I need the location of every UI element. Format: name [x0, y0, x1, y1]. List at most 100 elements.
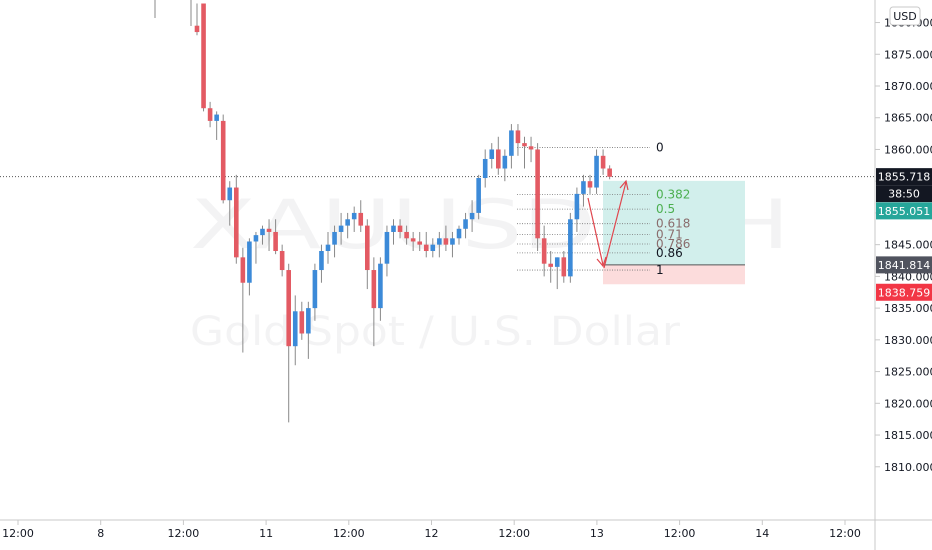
candle[interactable] — [463, 212, 468, 239]
candle[interactable] — [240, 247, 246, 353]
candle[interactable] — [194, 3, 200, 36]
candle[interactable] — [496, 136, 501, 175]
time-tick-label: 12:00 — [333, 527, 365, 540]
candle[interactable] — [201, 3, 206, 112]
candle[interactable] — [561, 251, 567, 283]
candle[interactable] — [351, 206, 357, 232]
candle[interactable] — [306, 301, 311, 359]
price-tick-label: 1820.000 — [884, 397, 932, 410]
fib-level[interactable]: 1 — [517, 263, 664, 277]
stop-zone[interactable] — [603, 264, 745, 285]
candle[interactable] — [404, 225, 409, 245]
candle-body — [397, 225, 403, 232]
projection-arrows[interactable] — [587, 179, 629, 269]
candle[interactable] — [522, 136, 527, 169]
fib-level[interactable]: 0.382 — [517, 188, 690, 202]
candle[interactable] — [234, 174, 239, 264]
currency-badge-box — [889, 6, 921, 26]
candle-body — [594, 155, 599, 188]
candle[interactable] — [214, 111, 219, 140]
candle[interactable] — [299, 301, 305, 340]
candle[interactable] — [528, 136, 534, 163]
fib-level[interactable]: 0.786 — [517, 237, 690, 251]
candle[interactable] — [273, 219, 278, 255]
candle[interactable] — [607, 165, 612, 180]
candle[interactable] — [292, 295, 298, 366]
candle[interactable] — [266, 219, 272, 251]
candle[interactable] — [469, 200, 475, 232]
fib-level-label: 0.786 — [656, 237, 690, 251]
candle[interactable] — [410, 231, 416, 251]
candle[interactable] — [319, 244, 324, 283]
candle[interactable] — [397, 219, 403, 239]
candle-body — [279, 251, 285, 271]
candle-body — [292, 311, 298, 347]
candle[interactable] — [581, 174, 586, 207]
price-tag-entry: 1841.814 — [876, 256, 932, 274]
candle-body — [240, 257, 246, 283]
price-axis[interactable]: 1810.000 1815.000 1820.000 1825.000 1830.000… — [875, 17, 932, 474]
candle[interactable] — [358, 200, 364, 232]
candle[interactable] — [443, 225, 449, 251]
candle[interactable] — [535, 143, 540, 251]
fib-level-label: 0.382 — [656, 188, 690, 202]
candle[interactable] — [365, 219, 370, 290]
candle[interactable] — [279, 244, 285, 277]
fib-level[interactable]: 0 — [517, 141, 664, 155]
price-tag-label: 1855.718 — [878, 171, 931, 184]
candle-body — [443, 238, 449, 245]
candle-body — [430, 244, 436, 251]
projection-down-arrow — [587, 197, 604, 266]
currency-badge[interactable]: USD — [893, 10, 917, 23]
candle[interactable] — [456, 225, 462, 245]
candle-body — [194, 25, 200, 33]
candle[interactable] — [587, 174, 593, 194]
fib-level[interactable]: 0.618 — [517, 217, 690, 231]
price-tag-last: 1855.718 — [876, 168, 932, 186]
time-axis[interactable]: 12:00 8 12:00 11 12:00 12 12:00 13 12:00 14 12:00 — [2, 520, 861, 540]
candle[interactable] — [338, 212, 344, 245]
candle[interactable] — [247, 238, 252, 296]
fib-level[interactable]: 0.5 — [517, 202, 675, 216]
candle[interactable] — [548, 251, 553, 283]
candle[interactable] — [489, 143, 495, 169]
candle[interactable] — [345, 212, 350, 239]
candle[interactable] — [286, 263, 291, 423]
candle[interactable] — [515, 124, 521, 156]
candle[interactable] — [541, 225, 547, 277]
candle[interactable] — [312, 263, 318, 321]
candle[interactable] — [502, 149, 508, 182]
candle[interactable] — [450, 231, 455, 258]
candle[interactable] — [227, 181, 233, 226]
candle[interactable] — [378, 257, 383, 321]
candle[interactable] — [332, 225, 337, 258]
target-zone[interactable] — [603, 180, 745, 265]
candle[interactable] — [220, 114, 226, 204]
candle[interactable] — [476, 174, 481, 220]
candle[interactable] — [600, 149, 606, 175]
fib-level[interactable]: 0.71 — [517, 228, 683, 242]
candle[interactable] — [430, 238, 436, 258]
candle[interactable] — [384, 225, 390, 277]
candle[interactable] — [594, 149, 599, 194]
fib-level-label: 0 — [656, 141, 664, 155]
candle[interactable] — [417, 231, 422, 251]
candle[interactable] — [568, 212, 573, 283]
candle[interactable] — [260, 225, 265, 245]
candle[interactable] — [437, 231, 442, 258]
candle[interactable] — [554, 257, 560, 290]
candle[interactable] — [371, 257, 377, 347]
candle[interactable] — [509, 124, 514, 169]
candle[interactable] — [423, 231, 429, 258]
candle[interactable] — [574, 187, 580, 232]
fib-level[interactable]: 0.86 — [517, 246, 683, 260]
candle-body — [535, 149, 540, 239]
candle[interactable] — [207, 101, 213, 128]
price-tag-box — [876, 256, 932, 274]
candle[interactable] — [482, 149, 488, 188]
candle[interactable] — [391, 219, 396, 245]
candle[interactable] — [253, 231, 259, 264]
candle[interactable] — [325, 231, 331, 264]
